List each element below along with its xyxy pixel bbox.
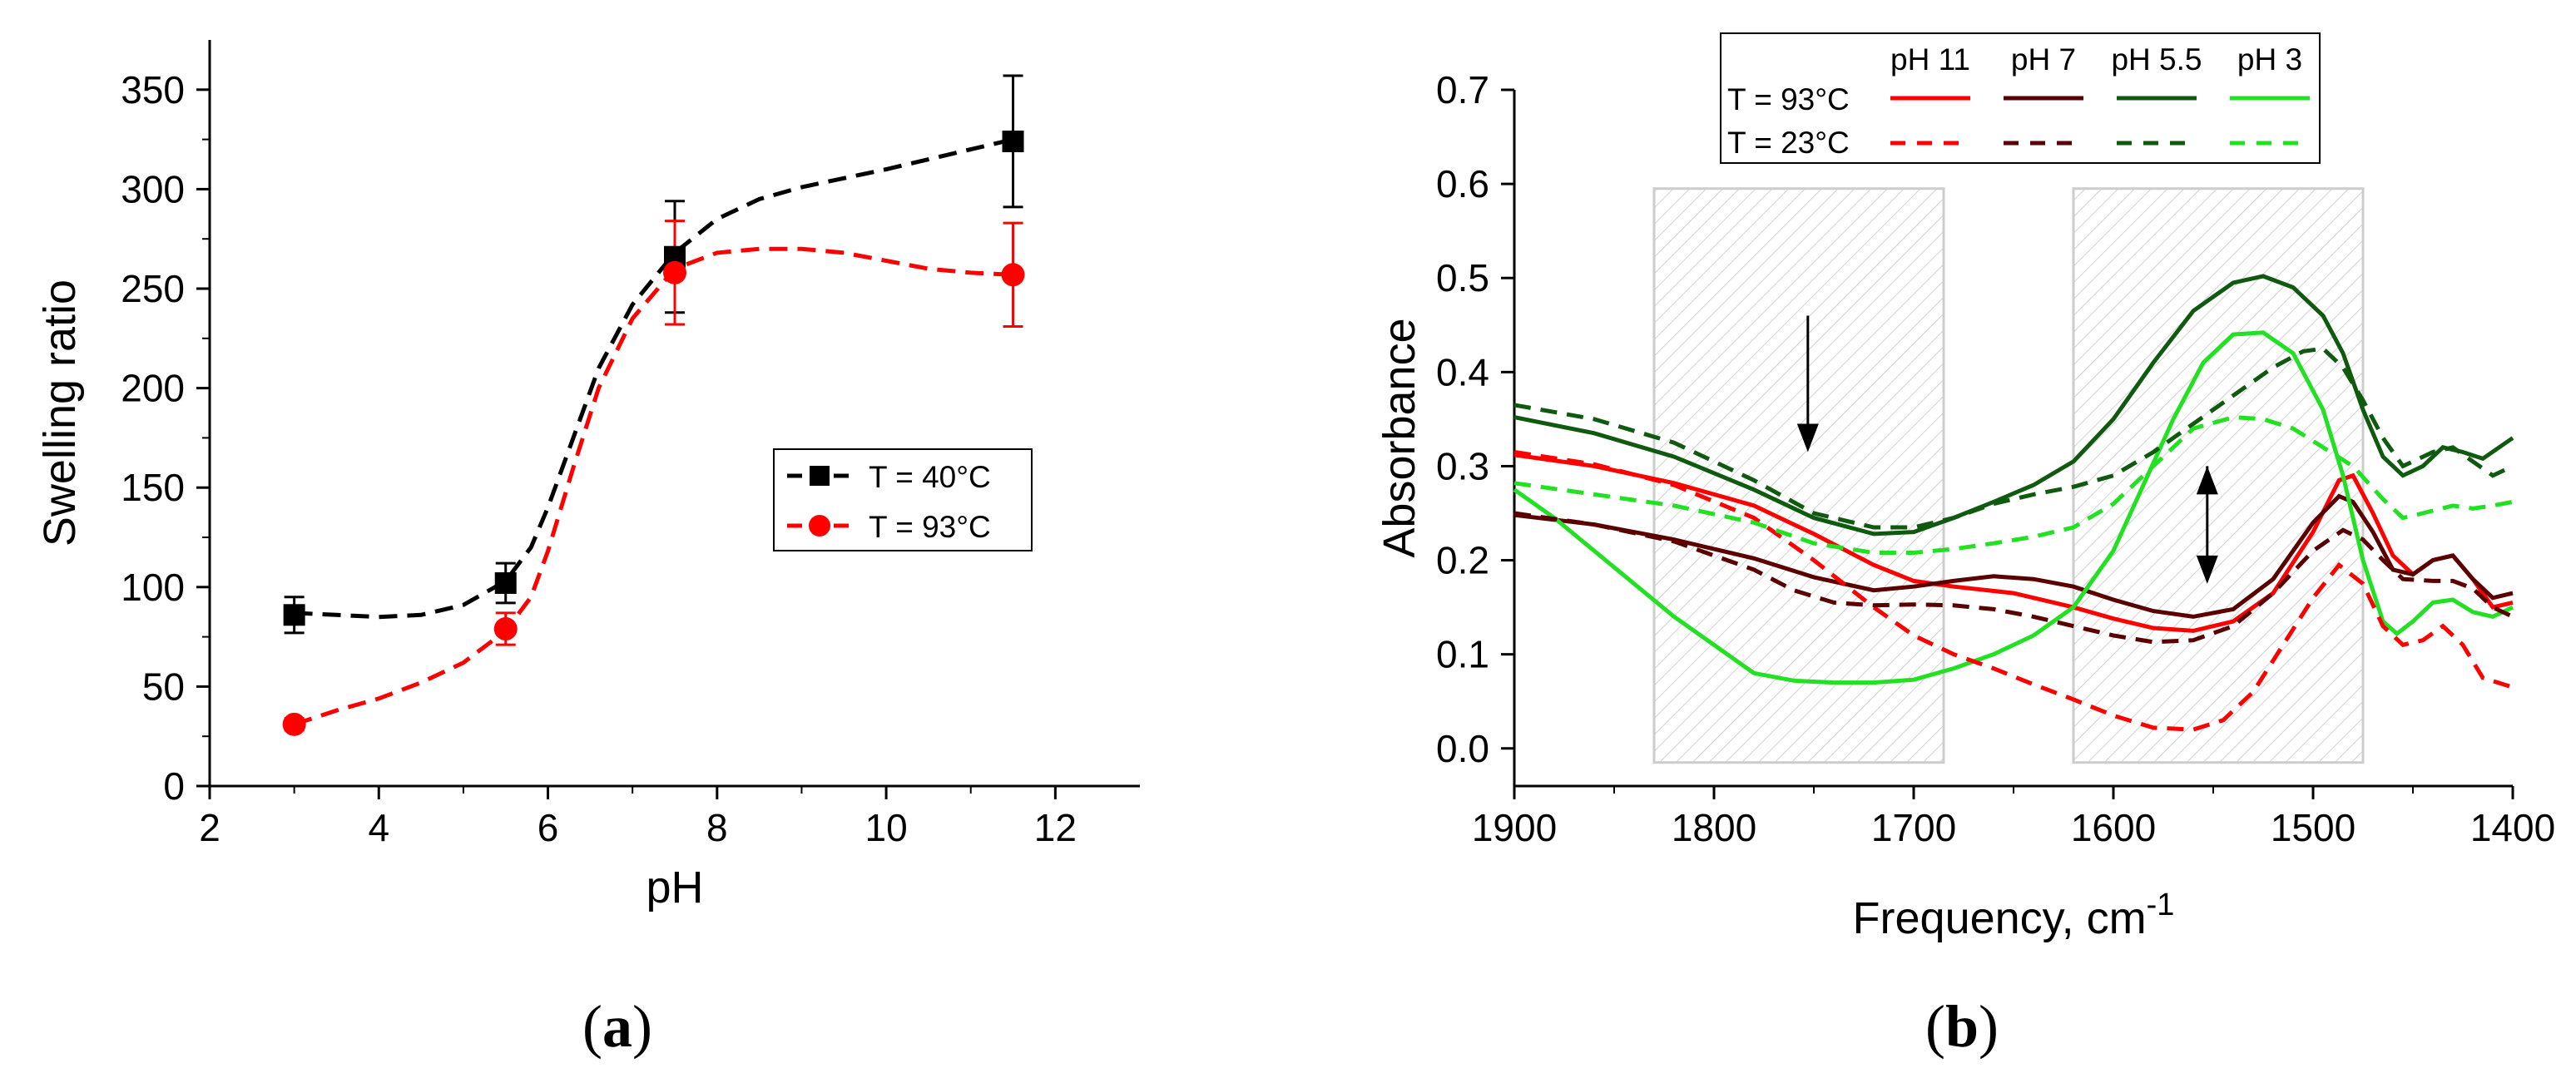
panel-label-b: (b) bbox=[1925, 993, 1999, 1060]
chart-b-spectrum-line bbox=[1513, 415, 2514, 555]
chart-a-point-circle bbox=[663, 260, 686, 284]
chart-a-fit-lines bbox=[293, 137, 1014, 727]
chart-a-x-tick-label: 2 bbox=[199, 806, 220, 849]
chart-a-y-axis-title: Swelling ratio bbox=[35, 279, 85, 546]
chart-a-legend-label: T = 40°C bbox=[869, 460, 991, 494]
chart-b-y-axis-title: Absorbance bbox=[1375, 318, 1424, 557]
chart-b-arrow-head bbox=[2196, 466, 2218, 495]
chart-b-y-tick-label: 0.4 bbox=[1436, 350, 1489, 393]
panel-label-b-letter: b bbox=[1945, 993, 1979, 1060]
chart-b-legend-column-header: pH 3 bbox=[2237, 42, 2302, 77]
chart-a-x-axis-title: pH bbox=[646, 863, 703, 912]
chart-a-legend-marker bbox=[810, 466, 830, 486]
chart-a-legend: T = 40°C T = 93°C bbox=[773, 448, 1033, 551]
chart-b-legend-row-label: T = 23°C bbox=[1727, 126, 1850, 160]
chart-b-x-tick-label: 1600 bbox=[2071, 806, 2156, 849]
chart-b-legend-column-header: pH 5.5 bbox=[2111, 42, 2202, 77]
chart-b-spectrum-line bbox=[1513, 274, 2514, 537]
chart-a-y-tick-label: 250 bbox=[121, 267, 185, 310]
chart-b-arrows bbox=[1796, 315, 2218, 584]
chart-a-point-circle bbox=[1001, 263, 1025, 287]
chart-a-legend-label: T = 93°C bbox=[869, 510, 991, 544]
chart-b-spectrum-lines bbox=[1513, 274, 2514, 732]
panel-label-a: (a) bbox=[582, 993, 652, 1060]
chart-b-spectrum-line bbox=[1513, 450, 2514, 732]
chart-b-spectrum-line bbox=[1513, 330, 2514, 685]
chart-b-spectrum-line bbox=[1513, 346, 2514, 530]
chart-a-x-tick-label: 8 bbox=[706, 806, 728, 849]
chart-a-fit-line bbox=[293, 246, 1013, 727]
chart-b-x-tick-label: 1800 bbox=[1672, 806, 1756, 849]
chart-a-x-tick-label: 10 bbox=[865, 806, 908, 849]
chart-a-y-tick-label: 100 bbox=[121, 566, 185, 609]
chart-b-y-tick-label: 0.7 bbox=[1436, 68, 1489, 111]
chart-a-points bbox=[282, 130, 1025, 736]
chart-b-y-tick-label: 0.3 bbox=[1436, 444, 1489, 487]
chart-a-y-tick-label: 350 bbox=[121, 68, 185, 111]
chart-a-axes bbox=[208, 40, 1140, 788]
chart-a-error-bars bbox=[284, 74, 1023, 732]
chart-a-y-tick-label: 50 bbox=[142, 665, 185, 708]
panel-label-a-letter: a bbox=[602, 993, 632, 1060]
chart-b-y-tick-label: 0.0 bbox=[1436, 727, 1489, 770]
chart-a-y-tick-label: 300 bbox=[121, 167, 185, 210]
chart-b-ticks: 1900 1800 1700 1600 1500 1400 0.0 0.1 0.2 0.3 0.4 0… bbox=[1436, 68, 2555, 849]
chart-a-y-tick-label: 0 bbox=[163, 764, 185, 808]
chart-b-y-tick-label: 0.5 bbox=[1436, 256, 1489, 299]
chart-a-y-tick-label: 150 bbox=[121, 466, 185, 509]
chart-a-point-circle bbox=[493, 617, 518, 641]
chart-a-x-tick-label: 12 bbox=[1034, 806, 1077, 849]
chart-b-legend-column-header: pH 11 bbox=[1890, 42, 1970, 77]
chart-b-y-tick-label: 0.6 bbox=[1436, 162, 1489, 205]
absorbance-spectrum-chart: 1900 1800 1700 1600 1500 1400 0.0 0.1 0.2 0.3 0.4 0… bbox=[1375, 32, 2555, 943]
chart-a-ticks: 2 4 6 8 10 12 0 50 100 150 200 250 300 350 bbox=[121, 68, 1077, 849]
chart-b-x-axis-title-superscript: -1 bbox=[2147, 888, 2175, 922]
chart-b-x-axis-title-main: Frequency, cm bbox=[1853, 893, 2147, 943]
chart-b-x-tick-label: 1700 bbox=[1871, 806, 1956, 849]
chart-a-point-square bbox=[1002, 130, 1024, 152]
chart-a-point-square bbox=[283, 604, 305, 626]
chart-b-x-tick-label: 1500 bbox=[2271, 806, 2356, 849]
chart-a-point-circle bbox=[282, 712, 306, 736]
chart-a-x-tick-label: 4 bbox=[368, 806, 389, 849]
chart-b-spectrum-line bbox=[1513, 493, 2514, 619]
chart-b-y-tick-label: 0.2 bbox=[1436, 539, 1489, 582]
chart-a-fit-line bbox=[294, 137, 1014, 620]
chart-a-y-tick-label: 200 bbox=[121, 367, 185, 410]
chart-b-x-axis-title: Frequency, cm-1 bbox=[1853, 888, 2175, 943]
swelling-ratio-chart: 2 4 6 8 10 12 0 50 100 150 200 250 300 350 pH Swellin… bbox=[35, 40, 1140, 912]
chart-b-y-tick-label: 0.1 bbox=[1436, 633, 1489, 676]
chart-a-point-square bbox=[494, 572, 517, 595]
chart-b-spectrum-line bbox=[1513, 511, 2514, 645]
chart-a-legend-marker bbox=[809, 515, 830, 537]
chart-b-highlight-region bbox=[2072, 187, 2365, 764]
chart-a-x-tick-label: 6 bbox=[537, 806, 559, 849]
chart-b-highlight-region bbox=[1652, 187, 1945, 764]
chart-b-arrow-head bbox=[1796, 423, 1819, 452]
chart-b-arrow-head bbox=[2196, 555, 2218, 584]
chart-b-legend-row-label: T = 93°C bbox=[1727, 82, 1850, 116]
chart-b-x-tick-label: 1900 bbox=[1472, 806, 1557, 849]
chart-b-x-tick-label: 1400 bbox=[2470, 806, 2555, 849]
chart-b-highlight-regions bbox=[1652, 187, 2365, 764]
chart-b-legend: pH 11 pH 7 pH 5.5 pH 3 T = 93°C T = 23°C bbox=[1720, 32, 2321, 164]
chart-b-legend-column-header: pH 7 bbox=[2011, 42, 2076, 77]
